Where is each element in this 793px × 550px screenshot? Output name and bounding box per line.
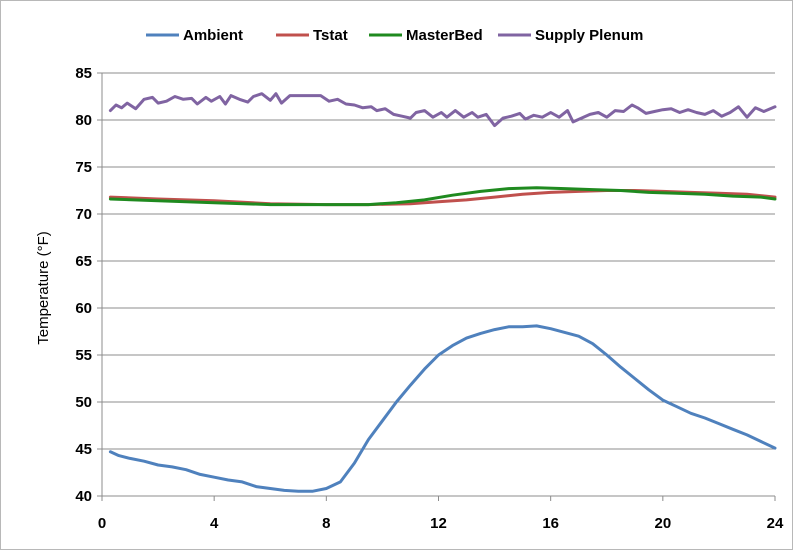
series-line-supply-plenum	[108, 92, 777, 128]
y-tick-label-40: 40	[75, 488, 92, 505]
y-tick-label-55: 55	[75, 347, 92, 364]
series-lines	[108, 92, 777, 493]
x-tick-label-20: 20	[654, 515, 671, 532]
y-tick-label-85: 85	[75, 65, 92, 82]
y-tick-label-75: 75	[75, 159, 92, 176]
legend-label-supply-plenum: Supply Plenum	[535, 27, 643, 44]
x-tick-label-4: 4	[210, 515, 219, 532]
x-tick-label-16: 16	[542, 515, 559, 532]
grid-lines	[102, 72, 775, 450]
series-line-masterbed	[108, 186, 777, 207]
axes: 40 45 50 55 60 65 70 75 80 85 0 4 8 12 16 20 24	[75, 65, 784, 532]
y-tick-label-70: 70	[75, 206, 92, 223]
x-tick-label-24: 24	[767, 515, 784, 532]
y-tick-label-65: 65	[75, 253, 92, 270]
series-line-ambient	[108, 324, 777, 493]
legend-label-ambient: Ambient	[183, 27, 243, 44]
y-tick-label-45: 45	[75, 441, 92, 458]
y-tick-label-60: 60	[75, 300, 92, 317]
x-tick-label-12: 12	[430, 515, 447, 532]
y-tick-label-50: 50	[75, 394, 92, 411]
y-tick-label-80: 80	[75, 112, 92, 129]
legend-label-masterbed: MasterBed	[406, 27, 483, 44]
legend-label-tstat: Tstat	[313, 27, 348, 44]
y-axis-title: Temperature (°F)	[35, 231, 52, 345]
legend: Ambient Tstat MasterBed Supply Plenum	[146, 27, 643, 44]
x-tick-label-0: 0	[98, 515, 106, 532]
x-tick-label-8: 8	[322, 515, 330, 532]
